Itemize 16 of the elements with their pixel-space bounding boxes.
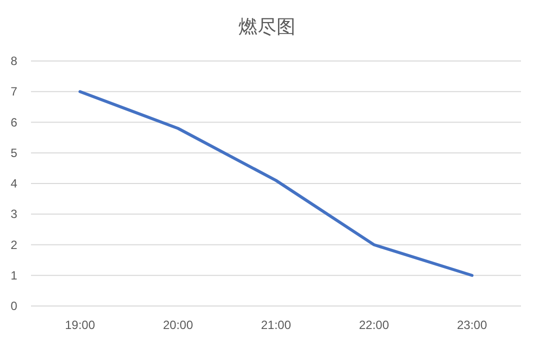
x-tick-label: 21:00	[260, 318, 292, 332]
y-tick-label: 3	[10, 207, 18, 222]
x-tick-label: 22:00	[358, 318, 390, 332]
y-tick-label: 5	[10, 146, 18, 160]
x-tick-label: 19:00	[64, 318, 96, 332]
y-tick-label: 7	[10, 84, 18, 99]
y-tick-label: 6	[10, 115, 18, 130]
y-tick-label: 0	[10, 299, 18, 313]
chart-title: 燃尽图	[238, 17, 296, 38]
line-series	[78, 90, 474, 277]
y-tick-label: 1	[10, 268, 18, 282]
x-tick-label: 20:00	[162, 318, 194, 332]
y-tick-label: 4	[10, 176, 18, 190]
x-tick-label: 23:00	[456, 318, 488, 332]
y-tick-label: 8	[10, 54, 18, 68]
y-tick-label: 2	[10, 238, 18, 252]
